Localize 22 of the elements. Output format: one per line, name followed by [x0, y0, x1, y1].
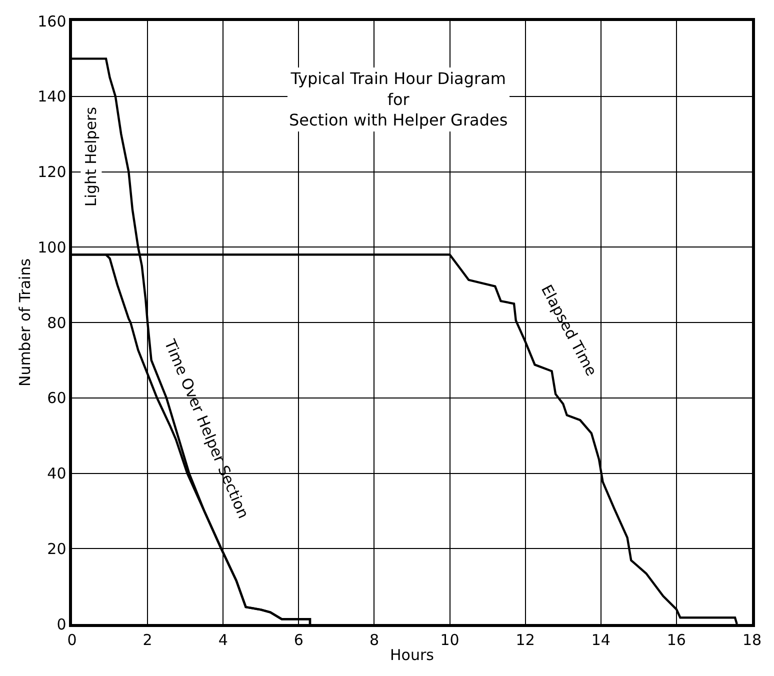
y-tick-label: 40 — [47, 464, 66, 482]
y-axis-title: Number of Trains — [16, 258, 34, 387]
x-tick-label: 4 — [218, 630, 228, 649]
x-axis-title: Hours — [390, 646, 434, 664]
y-tick-label: 120 — [38, 163, 66, 181]
y-tick-label: 80 — [47, 314, 66, 332]
y-tick-label: 20 — [47, 540, 66, 558]
x-tick-label: 18 — [742, 630, 762, 649]
x-tick-label: 10 — [440, 630, 460, 649]
x-tick-label: 12 — [516, 630, 535, 649]
annotation: Light Helpers — [82, 106, 100, 207]
x-tick-label: 14 — [591, 630, 610, 649]
text: Typical Train Hour Diagram for Section with Helper Grades — [289, 69, 508, 130]
x-tick-label: 8 — [369, 630, 379, 649]
y-tick-label: 0 — [56, 615, 66, 634]
x-tick-label: 2 — [142, 630, 152, 649]
x-tick-label: 6 — [294, 630, 304, 649]
x-tick-label: 16 — [666, 630, 686, 649]
y-tick-label: 140 — [38, 88, 66, 106]
y-tick-label: 60 — [47, 389, 66, 408]
y-tick-label: 100 — [38, 238, 66, 256]
y-tick-label: 160 — [38, 12, 66, 30]
